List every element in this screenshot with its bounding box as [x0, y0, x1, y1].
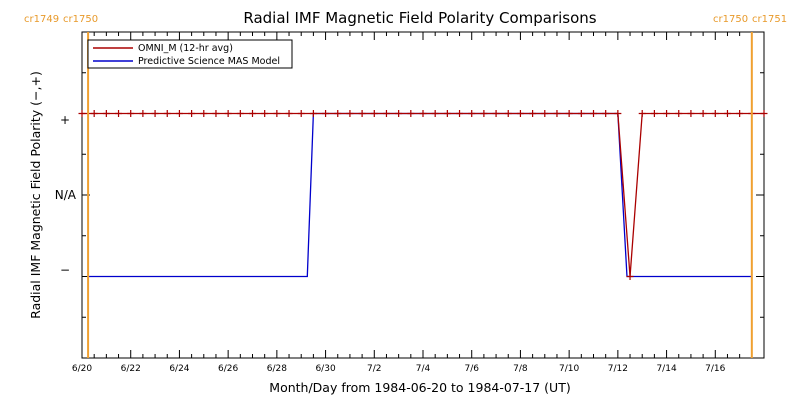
cr-label-left-start: cr1749 [24, 14, 59, 25]
series-point-0 [370, 110, 378, 117]
x-tick-label: 7/8 [513, 364, 528, 374]
series-point-0 [102, 110, 110, 117]
series-point-0 [480, 110, 488, 117]
series-point-0 [638, 110, 646, 117]
x-tick-label: 7/14 [656, 364, 676, 374]
series-point-0 [760, 110, 768, 117]
series-point-0 [492, 110, 500, 117]
x-tick-label: 6/26 [218, 364, 238, 374]
x-tick-label: 7/12 [608, 364, 628, 374]
series-layer [78, 110, 768, 280]
series-point-0 [297, 110, 305, 117]
series-point-0 [163, 110, 171, 117]
cr-label-right-end: cr1751 [752, 14, 787, 25]
series-point-0 [675, 110, 683, 117]
series-point-0 [115, 110, 123, 117]
series-point-0 [663, 110, 671, 117]
x-axis-label: Month/Day from 1984-06-20 to 1984-07-17 … [269, 380, 570, 395]
series-point-0 [419, 110, 427, 117]
series-point-0 [602, 110, 610, 117]
series-point-0 [687, 110, 695, 117]
series-point-0 [443, 110, 451, 117]
x-tick-label: 6/24 [169, 364, 189, 374]
x-tick-label: 6/22 [121, 364, 141, 374]
cr-label-right-start: cr1750 [63, 14, 98, 25]
legend-label-omni: OMNI_M (12-hr avg) [138, 43, 233, 54]
x-tick-label: 7/16 [705, 364, 725, 374]
series-point-0 [151, 110, 159, 117]
plot-frame [81, 31, 765, 359]
series-point-0 [139, 110, 147, 117]
y-axis-label: Radial IMF Magnetic Field Polarity (−,+) [28, 71, 43, 319]
series-point-0 [127, 110, 135, 117]
x-tick-labels: 6/20 6/22 6/24 6/26 6/28 6/30 7/2 7/4 7/6 7/8 7/10… [72, 364, 726, 374]
series-point-0 [431, 110, 439, 117]
series-point-0 [590, 110, 597, 117]
series-point-0 [273, 110, 281, 117]
x-tick-label: 7/6 [464, 364, 479, 374]
series-point-0 [309, 110, 317, 117]
series-point-0 [699, 110, 707, 117]
series-point-0 [516, 110, 524, 117]
x-tick-label: 6/28 [267, 364, 287, 374]
series-point-0 [224, 110, 232, 117]
series-point-0 [249, 110, 256, 117]
series-point-0 [200, 110, 208, 117]
series-point-0 [553, 110, 561, 117]
x-ticks [81, 32, 765, 358]
x-tick-label: 6/20 [72, 364, 92, 374]
series-point-0 [723, 110, 731, 117]
series-point-0 [322, 110, 330, 117]
series-point-0 [346, 110, 354, 117]
y-tick-label-plus: + [60, 113, 70, 127]
series-point-0 [650, 110, 658, 117]
series-point-0 [358, 110, 366, 117]
y-tick-label-minus: − [60, 263, 70, 277]
legend: OMNI_M (12-hr avg) Predictive Science MA… [87, 39, 293, 69]
series-point-0 [236, 110, 244, 117]
chart-title: Radial IMF Magnetic Field Polarity Compa… [243, 9, 596, 27]
y-ticks [82, 31, 764, 359]
series-point-0 [175, 110, 183, 117]
series-point-0 [188, 110, 196, 117]
series-line-1 [88, 112, 752, 278]
x-tick-label: 7/10 [559, 364, 579, 374]
series-point-0 [614, 110, 622, 117]
series-point-0 [78, 110, 86, 117]
series-point-0 [577, 110, 585, 117]
carrington-markers [87, 32, 753, 358]
series-point-0 [565, 110, 573, 117]
y-tick-label-na: N/A [55, 188, 77, 202]
x-tick-label: 7/4 [416, 364, 431, 374]
series-point-0 [395, 110, 403, 117]
cr-label-left-end: cr1750 [713, 14, 748, 25]
series-point-0 [468, 110, 476, 117]
series-point-0 [212, 110, 220, 117]
series-point-0 [261, 110, 269, 117]
series-point-0 [711, 110, 719, 117]
x-tick-label: 7/2 [367, 364, 381, 374]
series-point-0 [285, 110, 293, 117]
series-point-0 [504, 110, 512, 117]
series-line-0 [82, 112, 764, 277]
x-tick-label: 6/30 [315, 364, 335, 374]
series-point-0 [90, 110, 98, 117]
series-point-0 [626, 273, 634, 280]
legend-label-mas: Predictive Science MAS Model [138, 56, 280, 67]
series-point-0 [456, 110, 464, 117]
series-point-0 [529, 110, 537, 117]
series-point-0 [382, 110, 390, 117]
series-point-0 [407, 110, 415, 117]
series-point-0 [736, 110, 744, 117]
legend-box [87, 39, 293, 69]
series-point-0 [334, 110, 342, 117]
series-point-0 [541, 110, 549, 117]
